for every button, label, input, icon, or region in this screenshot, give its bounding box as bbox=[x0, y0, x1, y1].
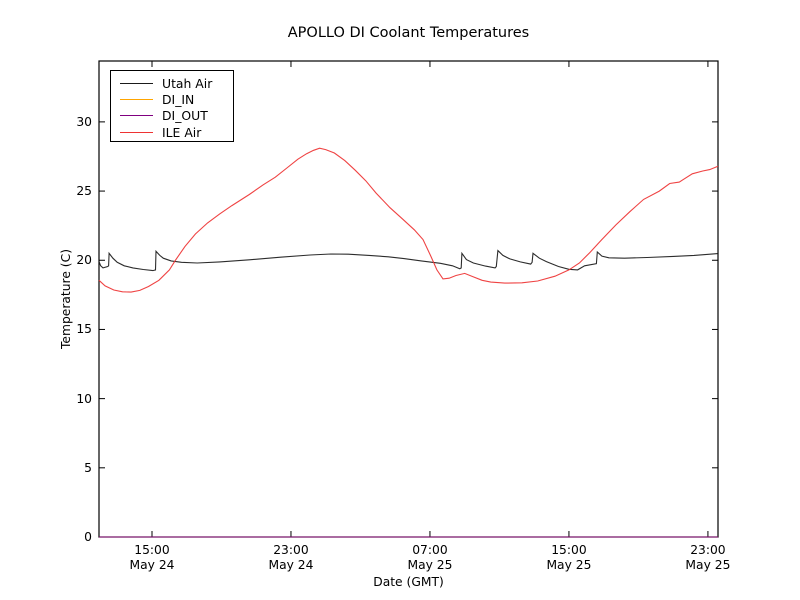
legend-item: Utah Air bbox=[111, 75, 233, 91]
legend-box: Utah Air DI_IN DI_OUT ILE Air bbox=[110, 70, 234, 142]
legend-label: Utah Air bbox=[162, 75, 213, 91]
x-tick-date: May 24 bbox=[129, 557, 175, 572]
x-tick-date: May 25 bbox=[685, 557, 731, 572]
y-tick-label: 0 bbox=[84, 530, 92, 544]
x-tick-time: 23:00 bbox=[273, 543, 309, 557]
series-line-ile-air bbox=[98, 147, 719, 293]
y-tick-label: 20 bbox=[76, 253, 92, 268]
y-axis-label: Temperature (C) bbox=[59, 249, 73, 349]
legend-label: DI_IN bbox=[162, 92, 195, 108]
legend-line-swatch bbox=[120, 115, 153, 117]
legend-label: ILE Air bbox=[162, 124, 202, 140]
x-tick-date: May 24 bbox=[268, 557, 314, 572]
x-tick-date: May 25 bbox=[407, 557, 453, 572]
x-axis-label: Date (GMT) bbox=[373, 575, 444, 589]
legend-item: DI_IN bbox=[111, 91, 233, 107]
x-tick-time: 07:00 bbox=[412, 543, 448, 557]
legend-line-swatch bbox=[120, 131, 153, 133]
x-tick-time: 15:00 bbox=[551, 543, 587, 557]
legend-line-swatch bbox=[120, 82, 153, 84]
y-tick-label: 5 bbox=[84, 460, 92, 475]
x-tick-label: 23:00 May 24 bbox=[246, 543, 336, 572]
x-tick-label: 15:00 May 25 bbox=[524, 543, 614, 572]
legend-line-swatch bbox=[120, 99, 153, 101]
x-tick-time: 15:00 bbox=[134, 543, 170, 557]
x-tick-label: 23:00 May 25 bbox=[663, 543, 753, 572]
legend-label: DI_OUT bbox=[162, 108, 208, 124]
y-tick-label: 15 bbox=[76, 322, 92, 337]
series-line-utah-air bbox=[98, 249, 719, 272]
x-tick-label: 15:00 May 24 bbox=[107, 543, 197, 572]
x-tick-label: 07:00 May 25 bbox=[385, 543, 475, 572]
legend-item: DI_OUT bbox=[111, 108, 233, 124]
chart-title: APOLLO DI Coolant Temperatures bbox=[287, 25, 530, 41]
x-tick-date: May 25 bbox=[546, 557, 592, 572]
legend-item: ILE Air bbox=[111, 124, 233, 140]
y-tick-label: 30 bbox=[76, 114, 92, 129]
y-tick-label: 10 bbox=[76, 391, 92, 406]
y-tick-label: 25 bbox=[76, 184, 92, 199]
x-tick-time: 23:00 bbox=[690, 543, 726, 557]
